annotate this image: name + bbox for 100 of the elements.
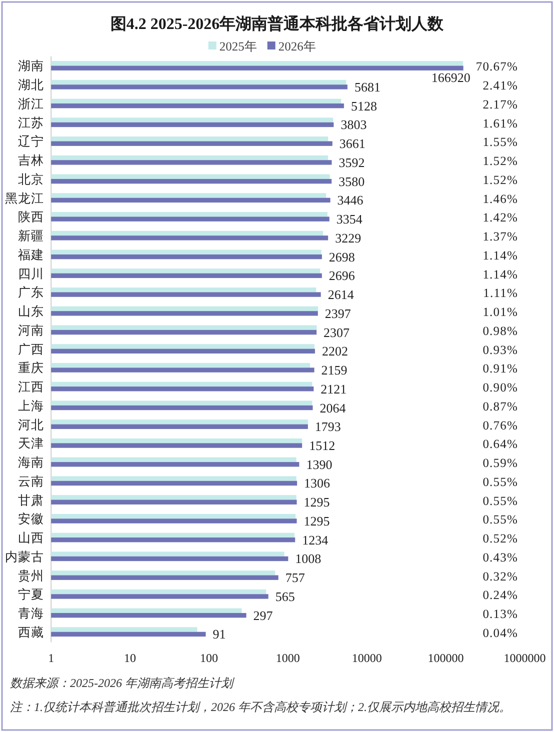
annotation: 0.13% (482, 606, 518, 621)
data-label: 2121 (320, 381, 347, 396)
y-tick-label: 内蒙古 (5, 550, 44, 564)
y-tick-label: 河北 (18, 418, 44, 432)
annotation: 1.11% (483, 286, 518, 300)
data-label: 2614 (328, 287, 354, 302)
data-label: 3580 (338, 174, 365, 189)
annotation: 0.55% (482, 494, 518, 508)
y-tick-label: 甘肃 (18, 493, 44, 508)
data-label: 5128 (350, 98, 377, 114)
data-label: 1295 (304, 494, 330, 510)
y-tick-label: 宁夏 (18, 586, 44, 602)
annotation: 0.91% (482, 362, 518, 376)
y-tick-label: 江西 (18, 380, 44, 394)
annotation: 0.55% (482, 474, 518, 489)
annotation: 1.61% (482, 116, 518, 130)
data-label: 3229 (335, 230, 362, 246)
data-label: 2698 (328, 249, 355, 264)
x-tick-label: 1000000 (504, 651, 546, 665)
y-tick-label: 海南 (18, 456, 44, 470)
annotation: 0.76% (482, 418, 518, 432)
data-label: 1295 (304, 513, 330, 528)
data-label: 2202 (322, 344, 348, 359)
y-tick-label: 河南 (18, 323, 44, 338)
data-label: 5681 (354, 79, 380, 94)
annotation: 1.14% (482, 248, 518, 262)
y-tick-label: 福建 (18, 248, 44, 262)
legend-label: 2026年 (278, 40, 316, 54)
y-tick-label: 湖北 (18, 78, 44, 92)
annotation: 0.87% (482, 399, 518, 414)
y-tick-label: 云南 (18, 474, 44, 488)
annotation: 0.43% (482, 550, 518, 564)
data-label: 565 (275, 588, 295, 604)
annotation: 1.37% (482, 230, 518, 244)
data-label: 3592 (338, 154, 365, 170)
y-tick-label: 天津 (18, 436, 44, 451)
data-label: 1390 (306, 456, 332, 472)
data-label: 297 (253, 608, 274, 623)
x-tick-label: 100000 (428, 651, 464, 665)
y-tick-label: 江苏 (18, 116, 44, 130)
x-tick-label: 100 (200, 651, 218, 665)
annotation: 1.01% (482, 305, 518, 320)
data-label: 2307 (324, 324, 350, 340)
data-label: 166920 (431, 70, 470, 86)
annotation: 70.67% (476, 60, 518, 74)
annotation: 1.52% (482, 172, 518, 187)
legend-label: 2025年 (219, 40, 258, 54)
data-label: 1234 (302, 532, 329, 548)
annotation: 0.55% (482, 512, 518, 527)
x-tick-label: 1 (48, 651, 54, 665)
x-tick-label: 10000 (352, 651, 382, 665)
data-label: 757 (285, 570, 306, 586)
annotation: 0.90% (482, 380, 518, 395)
y-tick-label: 新疆 (18, 229, 44, 244)
y-tick-label: 吉林 (18, 154, 44, 168)
data-label: 1512 (309, 438, 336, 454)
data-label: 2064 (320, 400, 346, 416)
y-tick-label: 重庆 (18, 361, 44, 376)
annotation: 2.17% (482, 97, 518, 112)
x-tick-label: 1000 (276, 651, 300, 665)
y-tick-label: 山东 (18, 304, 44, 319)
annotation: 0.24% (482, 588, 518, 602)
data-label: 3661 (339, 136, 366, 152)
data-label: 1306 (304, 476, 331, 491)
y-tick-label: 青海 (18, 606, 44, 620)
annotation: 1.46% (482, 192, 518, 206)
annotation: 2.41% (482, 78, 518, 93)
data-label: 1008 (295, 551, 322, 566)
data-label: 91 (212, 626, 226, 642)
data-label: 2696 (328, 268, 356, 284)
chart-title: 图4.2 2025-2026年湖南普通本科批各省计划人数 (110, 14, 445, 33)
annotation: 1.14% (482, 267, 518, 282)
annotation: 1.55% (482, 135, 518, 150)
y-tick-label: 广东 (18, 286, 44, 300)
annotation: 1.42% (482, 210, 518, 225)
annotation: 0.98% (482, 324, 518, 338)
annotation: 0.04% (482, 626, 518, 640)
y-tick-label: 北京 (18, 172, 44, 186)
y-tick-label: 湖南 (18, 59, 44, 74)
y-tick-label: 黑龙江 (5, 191, 44, 206)
annotation: 0.32% (482, 569, 518, 584)
y-tick-label: 陕西 (18, 210, 44, 224)
annotation: 0.52% (482, 532, 518, 546)
y-tick-label: 山西 (18, 531, 44, 546)
data-label: 2397 (324, 306, 352, 321)
data-label: 2159 (321, 362, 348, 378)
source-note: 数据来源：2025-2026 年湖南高考招生计划 (10, 676, 235, 690)
x-tick-label: 10 (124, 651, 136, 665)
annotation: 0.64% (482, 437, 518, 452)
y-tick-label: 贵州 (18, 568, 44, 583)
y-tick-label: 安徽 (18, 511, 44, 526)
data-label: 3354 (336, 212, 363, 227)
annotation: 1.52% (482, 154, 518, 168)
data-label: 3803 (340, 117, 367, 132)
y-tick-label: 上海 (18, 398, 44, 413)
data-label: 3446 (337, 192, 364, 208)
y-tick-label: 西藏 (18, 625, 44, 640)
y-tick-label: 四川 (18, 266, 44, 281)
y-tick-label: 广西 (18, 342, 44, 356)
y-tick-label: 浙江 (18, 96, 44, 111)
